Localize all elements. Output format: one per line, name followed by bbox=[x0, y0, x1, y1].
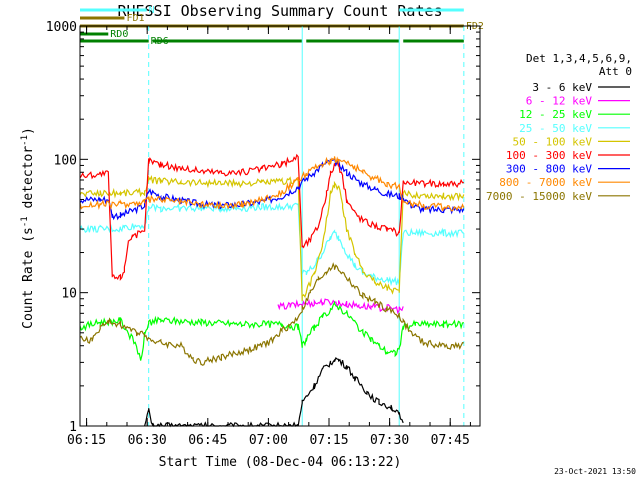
y-axis-label-main: Count Rate (s bbox=[21, 227, 36, 329]
series-line-7000-15000-kev bbox=[79, 262, 464, 366]
flag-label-rd0: RD0 bbox=[110, 29, 128, 40]
x-tick-label: 06:30 bbox=[128, 433, 167, 448]
x-axis-label: Start Time (08-Dec-04 06:13:22) bbox=[159, 455, 402, 470]
legend-label-7000-15000-kev: 7000 - 15000 keV bbox=[486, 190, 592, 203]
y-tick-label: 1000 bbox=[46, 20, 77, 35]
y-axis-label-end: ) bbox=[21, 127, 36, 135]
legend-header-line2: Att 0 bbox=[599, 65, 632, 78]
plot-frame bbox=[79, 25, 481, 427]
y-axis-label-mid: detector bbox=[21, 146, 36, 217]
legend-label-300-800-kev: 300 - 800 keV bbox=[506, 163, 592, 176]
x-tick-label: 06:45 bbox=[188, 433, 227, 448]
legend-header-line1: Det 1,3,4,5,6,9, bbox=[526, 52, 632, 65]
legend-label-6-12-kev: 6 - 12 keV bbox=[526, 95, 593, 108]
flag-label-fd1: FD1 bbox=[126, 13, 144, 24]
legend-label-12-25-kev: 12 - 25 keV bbox=[519, 108, 592, 121]
series-line-300-800-kev bbox=[79, 157, 465, 221]
x-tick-label: 06:15 bbox=[67, 433, 106, 448]
y-tick-label: 1 bbox=[69, 420, 77, 435]
legend-label-50-100-kev: 50 - 100 keV bbox=[513, 135, 593, 148]
timestamp: 23-Oct-2021 13:50 bbox=[554, 467, 636, 476]
y-axis: 1 10 100 1000 bbox=[46, 20, 480, 435]
legend-label-100-300-kev: 100 - 300 keV bbox=[506, 149, 592, 162]
x-tick-label: 07:00 bbox=[249, 433, 288, 448]
chart-title: RHESSI Observing Summary Count Rates bbox=[117, 2, 442, 20]
series-line-800-7000-kev bbox=[79, 156, 465, 212]
legend-label-25-50-kev: 25 - 50 keV bbox=[519, 122, 592, 135]
y-axis-label-sup1: -1 bbox=[20, 216, 30, 227]
y-tick-label: 100 bbox=[54, 153, 77, 168]
flag-label-n: N bbox=[149, 5, 155, 16]
legend-label-800-7000-kev: 800 - 7000 keV bbox=[499, 176, 592, 189]
y-axis-label-sup2: -1 bbox=[20, 135, 30, 146]
x-tick-label: 07:30 bbox=[370, 433, 409, 448]
series-layer bbox=[79, 153, 465, 428]
series-line-100-300-kev bbox=[79, 153, 464, 281]
x-tick-label: 07:15 bbox=[309, 433, 348, 448]
x-axis: 06:15 06:30 06:45 07:00 07:15 07:30 07:45 bbox=[67, 26, 471, 448]
flag-label-rd6: RD6 bbox=[151, 36, 169, 47]
x-tick-label: 07:45 bbox=[431, 433, 470, 448]
y-axis-label: Count Rate (s-1 detector-1) bbox=[20, 127, 36, 329]
y-tick-label: 10 bbox=[61, 287, 77, 302]
series-line-12-25-kev bbox=[79, 300, 464, 361]
legend-label-3-6-kev: 3 - 6 keV bbox=[532, 81, 592, 94]
